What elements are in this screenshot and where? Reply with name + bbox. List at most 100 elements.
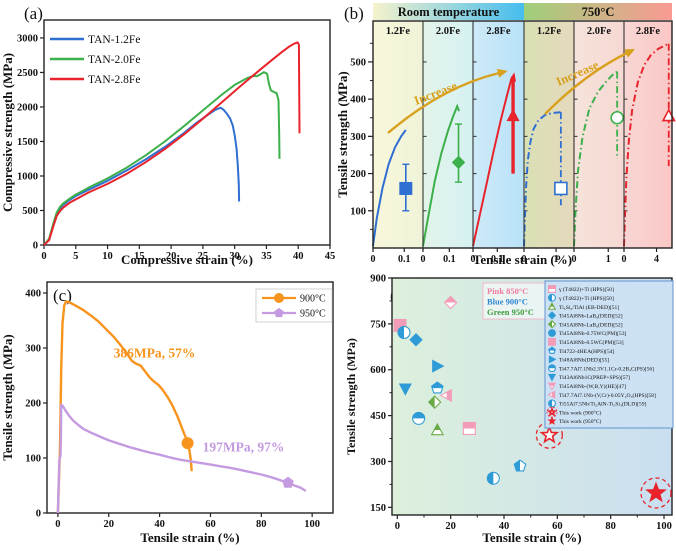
header-label: Room temperature [398,5,500,19]
y-axis-label: Tensile strength (MPa) [0,334,15,460]
subpanel-label: 1.2Fe [537,26,562,37]
label: 100 [350,206,366,217]
data-point [539,424,560,444]
legend-marker [547,390,556,399]
strength-marker [399,181,413,195]
legend-marker [548,285,556,293]
label: 300 [350,132,366,143]
label: 5 [73,251,78,262]
label: 0 [36,509,41,520]
label: 600 [370,365,386,376]
label: 0.1 [398,254,411,265]
legend-marker [548,337,556,346]
curve-TAN-2.0Fe [43,71,281,246]
increase-arrow [544,51,628,115]
curve-2.8Fe [623,42,670,247]
label: 60 [205,519,216,530]
y-axis-label: Tensile strength (MPa) [345,338,358,455]
label: 3000 [17,33,38,44]
data-point [398,383,412,396]
legend-label: TAN-1.2Fe [88,34,140,46]
label: 0.1 [443,254,456,265]
label: 300 [25,344,41,355]
label: 10 [102,251,113,262]
subpanel-label: 2.0Fe [436,26,461,37]
data-point [427,395,442,409]
legend-label: TAN-2.0Fe [88,54,140,66]
legend-label: Ti45Al8Nb-(W,B,Y)(HE)[47] [559,383,626,390]
label: 0 [41,251,46,262]
color-key-label: Pink 850°C [487,286,528,296]
header-room-temperature [373,3,524,20]
label: 0 [421,254,426,265]
label: 0 [395,521,400,532]
panel-a-compression-chart: 0 5 10 15 20 25 30 35 40 45 0 500 1000 1500 2000 2500 30… [0,19,335,267]
legend-label: 900°C [300,294,326,305]
strength-marker [451,155,466,170]
legend-box [544,280,674,429]
label: 2500 [17,68,38,79]
panel-d-comparison-scatter: 0 20 40 60 80 100 150 300 450 600 750 900 Tensile st… [345,274,674,545]
label: 1000 [17,171,38,182]
legend-marker [547,416,557,425]
legend-label: TAN-2.8Fe [88,74,140,86]
label: 0.1 [491,254,504,265]
label: 0 [572,254,577,265]
color-key-box [482,282,546,320]
legend-box [255,288,333,323]
label: 100 [656,521,672,532]
curve-TAN-2.8Fe [43,41,301,246]
curve-1.2Fe [372,129,407,247]
data-point [412,411,426,425]
legend-label: γ (T4822)+Ti (HPS)[50] [558,295,614,302]
label: 0 [33,241,38,252]
label: 20 [166,251,177,262]
annotation: 197MPa, 97% [203,439,285,454]
label: 200 [25,399,41,410]
panel-letter-b: (b) [344,4,364,23]
curve-2.0Fe [422,103,461,247]
legend-marker [547,311,557,320]
label: 80 [605,521,616,532]
label: 20 [445,521,456,532]
label: 15 [134,251,145,262]
legend-label: Ti45Al8Nb-LaB₆(DED)[52] [559,313,623,320]
curve-950°C [56,403,307,514]
label: 0 [522,254,527,265]
label: 150 [370,503,386,514]
fracture-marker [282,476,294,488]
label: 60 [552,521,563,532]
label: 40 [154,519,165,530]
fracture-marker [181,437,194,450]
curve-1.2Fe [523,111,561,247]
label: 0 [622,254,627,265]
panel-c-tensile-chart: 0 20 40 60 80 100 0 100 200 300 400 Tensile strain … [0,281,334,545]
legend-marker [547,382,557,391]
label: 100 [304,519,320,530]
label: 1 [554,254,559,265]
legend-marker [547,302,557,310]
curve-TAN-1.2Fe [43,106,241,246]
legend-marker [547,373,557,382]
label: 0 [371,254,376,265]
label: 40 [499,521,510,532]
label: 300 [370,457,386,468]
data-point [645,481,667,503]
header-label: 750°C [582,5,615,19]
increase-arrow [387,71,500,134]
legend-marker [548,399,556,408]
data-point [486,471,500,485]
panel-letter-c: (c) [53,286,72,305]
legend-label: Ti₅Si₃/TiAl (EB-DED)[51] [559,304,619,311]
data-point [439,388,452,403]
panel-letter-a: (a) [24,4,43,23]
legend-label: Ti45Al8Nb-0.75WC(PM)[53] [559,330,627,337]
color-key-label: Green 950°C [487,307,534,317]
legend-label: Ti55Al7.5Nb/Ti₂AlN-Ti₅Si₃(DLD)[59] [559,401,647,408]
axes-box [46,281,334,514]
label: 80 [256,519,267,530]
legend-label: Ti43Al6Nb1C(PREP+SPS)[57] [559,374,630,381]
label: 1 [606,254,611,265]
header-750c [524,3,672,20]
legend-label: Ti4722-4HEA(HPS)[54] [559,348,615,355]
